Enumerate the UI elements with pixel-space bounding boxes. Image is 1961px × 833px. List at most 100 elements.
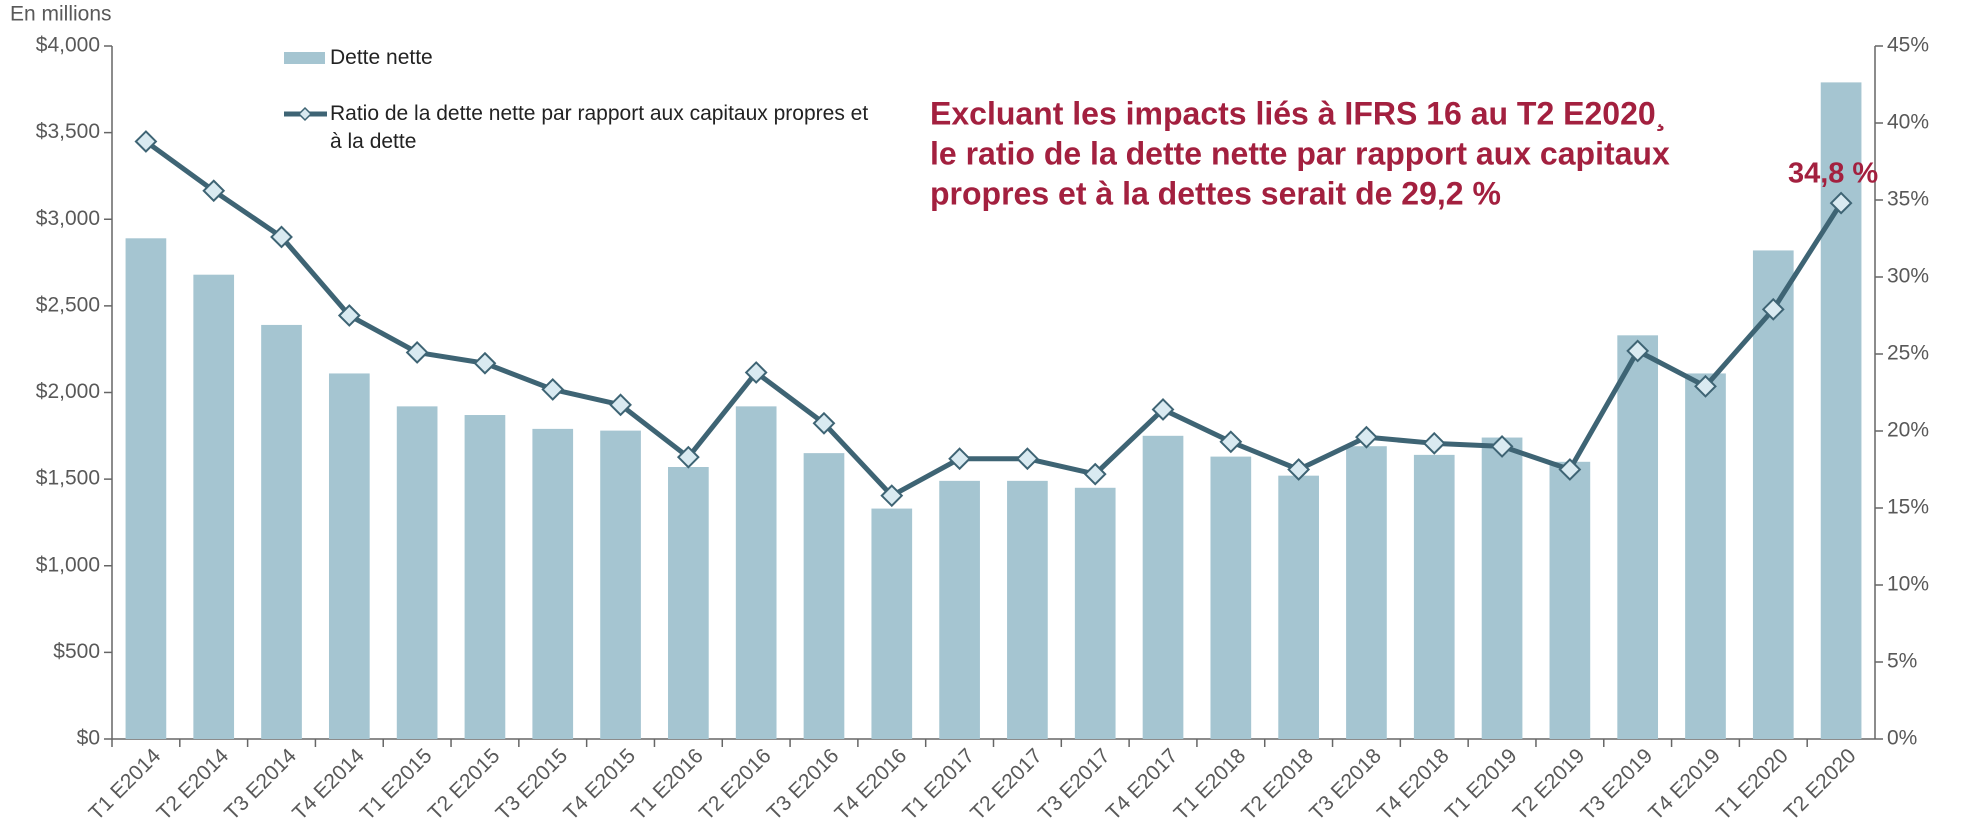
bar bbox=[600, 430, 641, 739]
y-axis-label: En millions bbox=[10, 3, 112, 26]
x-tick-label: T3 E2014 bbox=[220, 744, 301, 825]
y2-tick-label: 25% bbox=[1887, 342, 1929, 365]
marker bbox=[609, 393, 632, 417]
bar bbox=[261, 324, 302, 739]
x-tick-label: T3 E2018 bbox=[1305, 744, 1386, 825]
marker bbox=[1219, 430, 1243, 454]
x-tick-label: T4 E2018 bbox=[1373, 744, 1454, 825]
marker bbox=[202, 179, 226, 203]
marker bbox=[812, 411, 836, 435]
x-tick-label: T2 E2018 bbox=[1237, 744, 1318, 825]
y-tick-label: $0 bbox=[77, 727, 100, 750]
bar bbox=[803, 453, 845, 739]
bar bbox=[1142, 435, 1184, 739]
marker bbox=[405, 341, 429, 364]
y2-tick-label: 40% bbox=[1887, 111, 1929, 134]
legend-swatch bbox=[284, 52, 325, 64]
bar bbox=[1074, 487, 1116, 739]
marker bbox=[541, 378, 565, 401]
marker bbox=[134, 130, 158, 153]
x-tick-label: T2 E2016 bbox=[695, 744, 776, 825]
marker bbox=[1761, 297, 1785, 321]
y2-tick-label: 35% bbox=[1887, 188, 1929, 211]
y2-tick-label: 5% bbox=[1887, 650, 1917, 673]
bar bbox=[668, 466, 709, 739]
y2-tick-label: 45% bbox=[1887, 34, 1929, 57]
x-tick-label: T4 E2015 bbox=[559, 744, 640, 825]
y2-tick-label: 20% bbox=[1887, 419, 1929, 442]
x-tick-label: T4 E2019 bbox=[1644, 744, 1725, 825]
bar bbox=[1549, 461, 1591, 739]
y-tick-label: $2,000 bbox=[36, 380, 100, 403]
x-tick-label: T2 E2015 bbox=[424, 744, 505, 825]
bar bbox=[1685, 373, 1726, 739]
legend-label: Ratio de la dette nette par rapport aux … bbox=[330, 102, 869, 153]
marker bbox=[1694, 374, 1717, 398]
marker bbox=[337, 304, 361, 327]
x-tick-label: T1 E2015 bbox=[356, 744, 437, 825]
marker bbox=[1355, 425, 1378, 449]
bar bbox=[125, 238, 167, 739]
x-tick-label: T3 E2019 bbox=[1576, 744, 1657, 825]
y-tick-label: $3,500 bbox=[36, 120, 100, 143]
marker bbox=[1151, 398, 1175, 421]
marker bbox=[676, 445, 700, 469]
bar bbox=[1617, 335, 1659, 739]
x-tick-label: T4 E2016 bbox=[831, 744, 912, 825]
x-tick-label: T2 E2014 bbox=[153, 744, 234, 825]
bar bbox=[328, 373, 370, 739]
x-tick-label: T1 E2017 bbox=[898, 744, 979, 825]
legend-label: Dette nette bbox=[330, 46, 433, 69]
annotation: Excluant les impacts liés à IFRS 16 au T… bbox=[930, 95, 1666, 131]
bar bbox=[1278, 475, 1319, 739]
y-tick-label: $3,000 bbox=[36, 207, 100, 230]
bar bbox=[1210, 456, 1252, 739]
x-tick-label: T1 E2019 bbox=[1441, 744, 1522, 825]
bar bbox=[532, 428, 574, 739]
bar bbox=[464, 415, 506, 739]
marker bbox=[1626, 339, 1650, 363]
marker bbox=[880, 484, 904, 508]
x-tick-label: T1 E2014 bbox=[85, 744, 166, 825]
marker bbox=[270, 225, 293, 249]
marker bbox=[1422, 431, 1446, 455]
x-tick-label: T2 E2019 bbox=[1509, 744, 1590, 825]
bar bbox=[396, 406, 438, 739]
bar bbox=[871, 508, 913, 739]
x-tick-label: T3 E2015 bbox=[492, 744, 573, 825]
y2-tick-label: 15% bbox=[1887, 496, 1929, 519]
marker bbox=[1083, 462, 1107, 486]
x-tick-label: T4 E2014 bbox=[288, 744, 369, 825]
bar bbox=[1346, 446, 1387, 739]
x-tick-label: T1 E2020 bbox=[1712, 744, 1793, 825]
legend-swatch bbox=[297, 106, 313, 122]
annotation: le ratio de la dette nette par rapport a… bbox=[930, 135, 1670, 171]
bar bbox=[1007, 480, 1048, 739]
bar bbox=[1413, 454, 1455, 739]
x-tick-label: T2 E2020 bbox=[1780, 744, 1861, 825]
x-tick-label: T4 E2017 bbox=[1102, 744, 1183, 825]
x-tick-label: T1 E2018 bbox=[1170, 744, 1251, 825]
bar bbox=[1752, 250, 1794, 739]
annotation: propres et à la dettes serait de 29,2 % bbox=[930, 175, 1501, 211]
y-tick-label: $2,500 bbox=[36, 293, 100, 316]
marker bbox=[1558, 458, 1582, 481]
y-tick-label: $4,000 bbox=[36, 34, 100, 57]
bar bbox=[193, 274, 235, 739]
y2-tick-label: 30% bbox=[1887, 265, 1929, 288]
y2-tick-label: 0% bbox=[1887, 727, 1917, 750]
y-tick-label: $1,500 bbox=[36, 467, 100, 490]
y-tick-label: $500 bbox=[53, 640, 100, 663]
value-label: 34,8 % bbox=[1788, 158, 1878, 190]
marker bbox=[1015, 447, 1039, 471]
x-tick-label: T1 E2016 bbox=[627, 744, 708, 825]
marker bbox=[1829, 191, 1853, 215]
marker bbox=[473, 351, 497, 375]
bar bbox=[735, 406, 777, 739]
marker bbox=[1490, 434, 1514, 458]
y2-tick-label: 10% bbox=[1887, 573, 1929, 596]
bar bbox=[939, 480, 980, 739]
marker bbox=[948, 447, 972, 471]
bar bbox=[1481, 437, 1523, 739]
